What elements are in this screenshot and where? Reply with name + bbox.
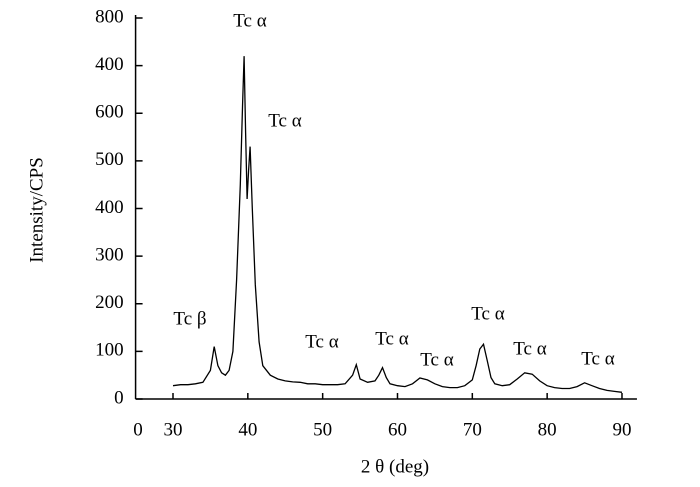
x-tick-label: 50: [313, 419, 332, 440]
y-tick-label: 100: [95, 340, 124, 361]
data-line: [172, 56, 623, 393]
y-tick-label: 500: [95, 149, 124, 170]
y-tick-label: 300: [95, 244, 124, 265]
x-tick-label: 70: [463, 419, 482, 440]
y-tick-label: 200: [95, 292, 124, 313]
x-tick-label: 30: [164, 419, 183, 440]
y-tick-label: 800: [95, 6, 124, 27]
annotation: Tc α: [513, 338, 546, 359]
x-axis-label: 2 θ (deg): [361, 456, 429, 477]
annotation: Tc α: [420, 349, 453, 370]
x-tick-label: 80: [538, 419, 557, 440]
x-tick-label: 40: [238, 419, 257, 440]
annotation: Tc β: [173, 308, 206, 329]
y-axis-label: Intensity/CPS: [26, 157, 47, 263]
annotation: Tc α: [581, 348, 614, 369]
x-tick-label: 90: [612, 419, 631, 440]
y-tick-label: 400: [95, 197, 124, 218]
y-tick-label: 600: [95, 102, 124, 123]
origin-label: 0: [133, 419, 143, 440]
y-tick-label: 400: [95, 54, 124, 75]
annotation: Tc α: [268, 110, 301, 131]
annotation: Tc α: [305, 331, 338, 352]
annotation: Tc α: [233, 10, 266, 31]
annotation: Tc α: [375, 328, 408, 349]
annotation: Tc α: [471, 303, 504, 324]
x-tick-label: 60: [388, 419, 407, 440]
y-tick-label: 0: [114, 387, 124, 408]
